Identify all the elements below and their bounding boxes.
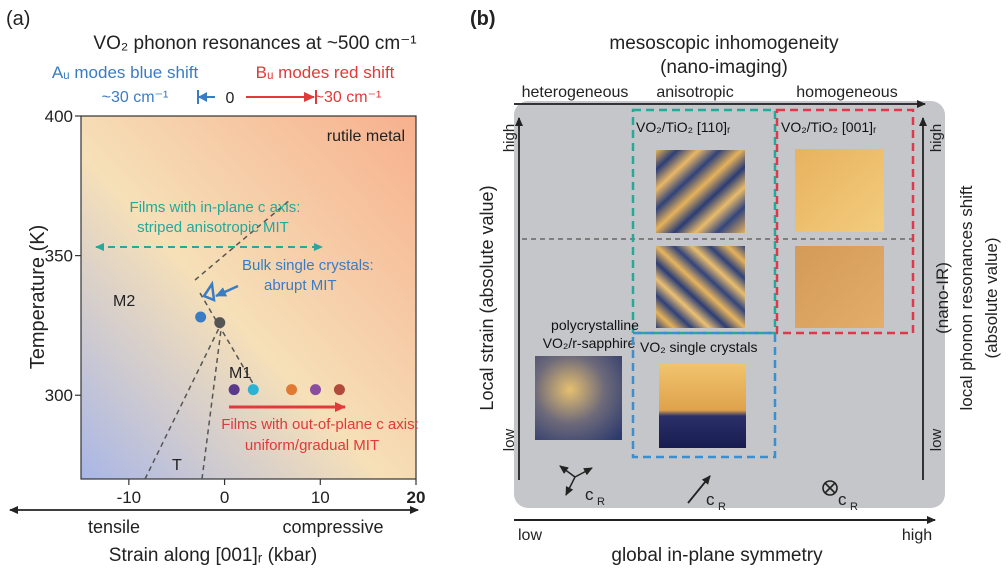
panel-b-title-1: mesoscopic inhomogeneity xyxy=(609,33,839,54)
right-axis-label-1: (nano-IR) xyxy=(933,262,952,334)
single-crystal-box xyxy=(631,331,777,459)
image-001-strained xyxy=(795,149,884,232)
right-axis-label-3: (absolute value) xyxy=(982,238,1001,359)
y-tick-label-0: 300 xyxy=(45,386,73,405)
phase-m2-label: M2 xyxy=(113,293,135,310)
cr-outofplane-sub: R xyxy=(850,501,858,513)
au-modes-label: Aᵤ modes blue shift xyxy=(52,63,199,82)
data-points xyxy=(195,311,345,396)
outplane-label-1: Films with out-of-plane c axis: xyxy=(221,416,419,433)
x-tick-label-3: 20 xyxy=(407,488,426,507)
right-low-label: low xyxy=(928,429,945,452)
bulk-triangle xyxy=(202,280,216,302)
panel-a-label: (a) xyxy=(6,8,30,30)
image-001-relaxed xyxy=(795,246,884,328)
cr-random-label: c xyxy=(585,485,594,504)
panel-a-title: VO₂ phonon resonances at ~500 cm⁻¹ xyxy=(93,33,416,54)
x-tick-label-0: -10 xyxy=(117,488,142,507)
panel-b: (b) mesoscopic inhomogeneity (nano-imagi… xyxy=(470,8,1001,566)
cr-diagonal-sub: R xyxy=(718,501,726,513)
poly-label-2: VO₂/r-sapphire xyxy=(543,335,636,351)
left-high-label: high xyxy=(501,124,518,152)
inplane-label-1: Films with in-plane c axis: xyxy=(130,199,301,216)
image-110-relaxed xyxy=(656,246,745,328)
data-point-4-0 xyxy=(286,384,298,396)
box-110-label: VO₂/TiO₂ [110]ᵣ xyxy=(636,119,731,135)
panel-b-label: (b) xyxy=(470,8,496,30)
bottom-high-label: high xyxy=(902,527,932,544)
x-tick-label-1: 0 xyxy=(220,488,229,507)
box-001-label: VO₂/TiO₂ [001]ᵣ xyxy=(781,119,877,135)
right-axis-label-2: local phonon resonances shift xyxy=(957,185,976,410)
cr-random-sub: R xyxy=(597,496,605,508)
x-axis-label: Strain along [001]ᵣ (kbar) xyxy=(109,545,317,566)
left-low-label: low xyxy=(501,429,518,452)
data-point-6-0 xyxy=(333,384,345,396)
plot-frame xyxy=(80,115,417,480)
boundary-m2-t xyxy=(144,321,223,480)
cr-outofplane-label: c xyxy=(838,490,847,509)
y-axis-label: Temperature (K) xyxy=(27,225,49,370)
zero-label: 0 xyxy=(226,90,235,107)
image-polycrystalline xyxy=(535,356,622,440)
data-point-0-0 xyxy=(195,311,207,323)
bulk-label-2: abrupt MIT xyxy=(264,277,337,294)
bu-modes-label: Bᵤ modes red shift xyxy=(256,63,395,82)
phase-diagram-background xyxy=(81,116,416,479)
au-arrow-head xyxy=(198,92,207,102)
right-high-label: high xyxy=(928,124,945,152)
col-anisotropic-label: anisotropic xyxy=(656,84,733,101)
cr-diagonal-label: c xyxy=(706,490,715,509)
bulk-arrow xyxy=(215,284,239,298)
data-point-3-0 xyxy=(247,384,259,396)
y-tick-label-1: 350 xyxy=(45,247,73,266)
y-tick-label-2: 400 xyxy=(45,107,73,126)
left-axis-label: Local strain (absolute value) xyxy=(477,185,497,410)
x-ticks: -10 0 10 20 xyxy=(117,479,426,507)
bu-shift-label: ~30 cm⁻¹ xyxy=(315,89,382,106)
x-tick-label-2: 10 xyxy=(311,488,330,507)
rutile-metal-label: rutile metal xyxy=(327,128,405,145)
col-homogeneous-label: homogeneous xyxy=(796,84,897,101)
phase-t-label: T xyxy=(172,457,182,474)
col-heterogeneous-label: heterogeneous xyxy=(522,84,629,101)
panel-a: (a) VO₂ phonon resonances at ~500 cm⁻¹ A… xyxy=(6,8,425,566)
tensile-label: tensile xyxy=(88,517,140,537)
compressive-label: compressive xyxy=(282,517,383,537)
image-110-strained xyxy=(656,150,745,233)
bottom-low-label: low xyxy=(518,527,542,544)
boundary-upper xyxy=(194,199,291,281)
data-point-1-0 xyxy=(214,317,226,329)
bulk-label-1: Bulk single crystals: xyxy=(242,257,374,274)
data-point-2-0 xyxy=(228,384,240,396)
cr-diagonal-icon: c R xyxy=(687,475,726,513)
poly-label-1: polycrystalline xyxy=(551,317,639,333)
single-crystals-label: VO₂ single crystals xyxy=(640,339,757,355)
y-ticks: 300 350 400 xyxy=(45,107,81,405)
cr-outofplane-icon: c R xyxy=(822,480,858,513)
au-shift-label: ~30 cm⁻¹ xyxy=(102,89,169,106)
outplane-label-2: uniform/gradual MIT xyxy=(245,437,379,454)
cr-random-icon: c R xyxy=(559,465,605,508)
inplane-label-2: striped anisotropic MIT xyxy=(137,219,289,236)
image-single-crystal xyxy=(659,364,746,448)
panel-b-title-2: (nano-imaging) xyxy=(660,57,788,78)
homogeneous-box xyxy=(775,108,915,335)
bottom-axis-label: global in-plane symmetry xyxy=(611,545,823,566)
phase-m1-label: M1 xyxy=(229,365,251,382)
data-point-5-0 xyxy=(310,384,321,396)
boundary-triple-line xyxy=(199,292,259,393)
